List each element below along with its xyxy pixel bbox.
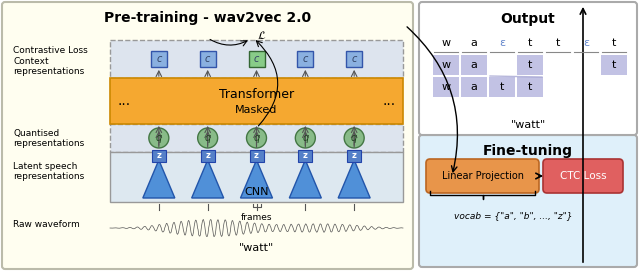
Circle shape [198, 128, 218, 148]
Text: Latent speech: Latent speech [13, 162, 77, 171]
Text: ε: ε [583, 38, 589, 48]
Bar [489, 77, 515, 97]
Bar [151, 51, 167, 67]
Text: ...: ... [117, 94, 131, 108]
Text: q: q [302, 133, 308, 143]
Text: Pre-training - wav2vec 2.0: Pre-training - wav2vec 2.0 [104, 11, 311, 25]
Bar [110, 152, 403, 202]
Polygon shape [241, 160, 273, 198]
Text: Raw waveform: Raw waveform [13, 220, 80, 229]
Text: a: a [470, 38, 477, 48]
FancyBboxPatch shape [419, 2, 637, 135]
Circle shape [295, 128, 316, 148]
Text: t: t [528, 60, 532, 70]
Circle shape [149, 128, 169, 148]
Text: z: z [254, 151, 259, 160]
Text: ...: ... [383, 94, 396, 108]
FancyBboxPatch shape [426, 159, 539, 193]
Text: "watt": "watt" [510, 120, 546, 130]
Bar [433, 55, 459, 75]
Text: q: q [205, 133, 211, 143]
Text: t: t [528, 82, 532, 92]
Bar [601, 55, 627, 75]
Polygon shape [143, 160, 175, 198]
Bar [517, 77, 543, 97]
Bar [152, 150, 166, 162]
Text: $\mathcal{L}$: $\mathcal{L}$ [257, 29, 266, 41]
Text: t: t [612, 60, 616, 70]
Text: c: c [205, 54, 211, 64]
FancyBboxPatch shape [419, 135, 637, 267]
Text: a: a [470, 60, 477, 70]
Text: representations: representations [13, 172, 84, 181]
Bar [200, 51, 216, 67]
Text: CNN: CNN [244, 187, 269, 197]
Polygon shape [289, 160, 321, 198]
Text: frames: frames [241, 213, 272, 222]
Text: CTC Loss: CTC Loss [560, 171, 606, 181]
Text: w: w [442, 82, 451, 92]
Text: q: q [351, 133, 357, 143]
FancyBboxPatch shape [543, 159, 623, 193]
Text: Context: Context [13, 57, 49, 66]
Text: w: w [442, 38, 451, 48]
Bar [298, 51, 314, 67]
Bar [110, 40, 403, 78]
Circle shape [344, 128, 364, 148]
Text: Contrastive Loss: Contrastive Loss [13, 46, 88, 55]
Polygon shape [191, 160, 223, 198]
Text: representations: representations [13, 139, 84, 148]
Text: Output: Output [500, 12, 556, 26]
Text: c: c [156, 54, 161, 64]
Bar [461, 77, 487, 97]
Bar [250, 150, 264, 162]
Text: c: c [303, 54, 308, 64]
FancyBboxPatch shape [2, 2, 413, 269]
Text: t: t [500, 82, 504, 92]
Text: z: z [303, 151, 308, 160]
Bar [517, 55, 543, 75]
Bar [461, 55, 487, 75]
Text: Fine-tuning: Fine-tuning [483, 144, 573, 158]
Polygon shape [338, 160, 370, 198]
Text: Quantised: Quantised [13, 129, 60, 138]
Text: c: c [254, 54, 259, 64]
Text: w: w [442, 60, 451, 70]
Text: q: q [253, 133, 260, 143]
Text: a: a [470, 82, 477, 92]
Text: Linear Projection: Linear Projection [442, 171, 524, 181]
Text: c: c [351, 54, 357, 64]
Bar [433, 77, 459, 97]
Text: t: t [528, 38, 532, 48]
Text: vocab = {"a", "b", ..., "z"}: vocab = {"a", "b", ..., "z"} [454, 211, 572, 221]
Bar [110, 78, 403, 124]
Text: Masked: Masked [236, 105, 278, 115]
Text: ε: ε [499, 38, 505, 48]
Text: t: t [556, 38, 560, 48]
Text: z: z [205, 151, 210, 160]
Circle shape [246, 128, 266, 148]
Bar [346, 51, 362, 67]
Text: q: q [156, 133, 162, 143]
Text: t: t [612, 38, 616, 48]
Text: Transformer: Transformer [219, 88, 294, 101]
Text: z: z [156, 151, 161, 160]
Bar [201, 150, 214, 162]
Text: z: z [352, 151, 356, 160]
Bar [347, 150, 361, 162]
Bar [298, 150, 312, 162]
Text: representations: representations [13, 67, 84, 76]
Bar [248, 51, 264, 67]
Text: "watt": "watt" [239, 243, 274, 253]
Bar [110, 124, 403, 152]
